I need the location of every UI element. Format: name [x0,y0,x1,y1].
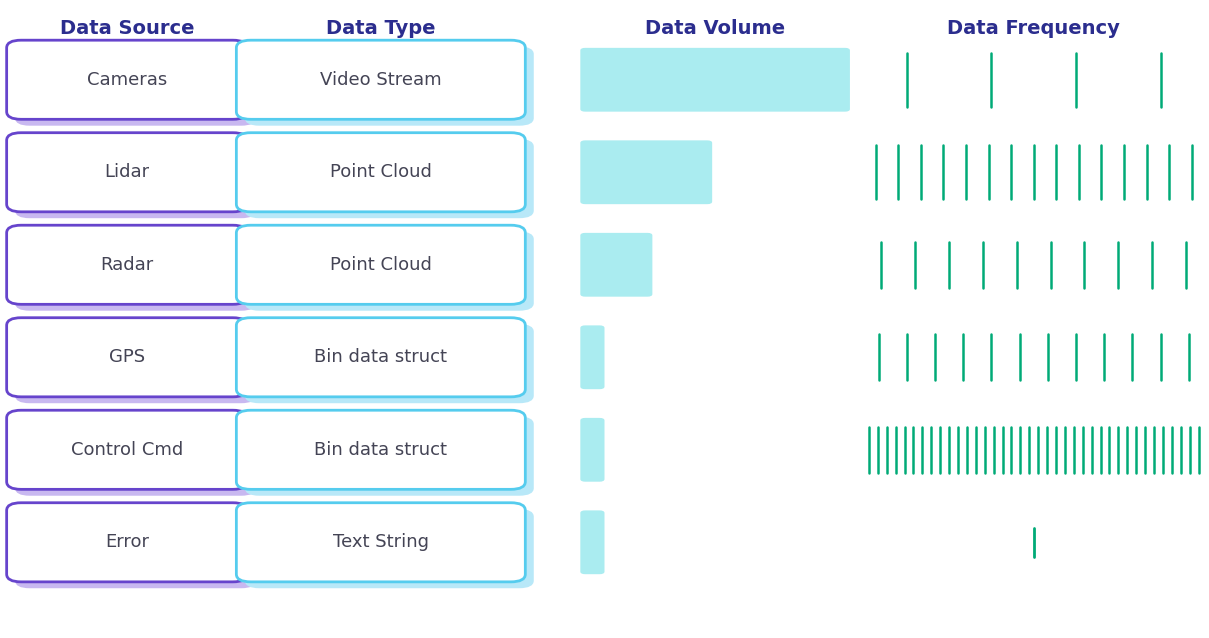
FancyBboxPatch shape [580,418,604,482]
Text: Bin data struct: Bin data struct [314,441,447,459]
FancyBboxPatch shape [7,318,247,397]
FancyBboxPatch shape [580,48,850,112]
Text: Point Cloud: Point Cloud [330,256,432,274]
FancyBboxPatch shape [15,232,256,311]
FancyBboxPatch shape [237,503,526,582]
FancyBboxPatch shape [244,509,534,588]
FancyBboxPatch shape [244,139,534,218]
FancyBboxPatch shape [15,324,256,403]
FancyBboxPatch shape [15,139,256,218]
Text: Lidar: Lidar [104,163,150,181]
Text: Bin data struct: Bin data struct [314,348,447,366]
FancyBboxPatch shape [580,140,712,204]
FancyBboxPatch shape [15,47,256,126]
FancyBboxPatch shape [244,232,534,311]
Text: Data Type: Data Type [326,19,435,38]
Text: Data Source: Data Source [59,19,195,38]
FancyBboxPatch shape [237,133,526,212]
Text: Error: Error [105,533,149,551]
FancyBboxPatch shape [580,233,653,297]
Text: Data Frequency: Data Frequency [948,19,1120,38]
FancyBboxPatch shape [244,47,534,126]
FancyBboxPatch shape [237,225,526,304]
FancyBboxPatch shape [15,417,256,496]
Text: Cameras: Cameras [87,71,167,89]
Text: Control Cmd: Control Cmd [71,441,183,459]
Text: Radar: Radar [100,256,154,274]
Text: Data Volume: Data Volume [646,19,785,38]
FancyBboxPatch shape [237,410,526,489]
FancyBboxPatch shape [7,133,247,212]
FancyBboxPatch shape [15,509,256,588]
FancyBboxPatch shape [237,40,526,119]
FancyBboxPatch shape [7,410,247,489]
FancyBboxPatch shape [580,510,604,574]
Text: Text String: Text String [332,533,429,551]
FancyBboxPatch shape [7,225,247,304]
FancyBboxPatch shape [7,503,247,582]
FancyBboxPatch shape [244,417,534,496]
FancyBboxPatch shape [580,325,604,389]
Text: Point Cloud: Point Cloud [330,163,432,181]
FancyBboxPatch shape [244,324,534,403]
Text: Video Stream: Video Stream [320,71,441,89]
FancyBboxPatch shape [237,318,526,397]
FancyBboxPatch shape [7,40,247,119]
Text: GPS: GPS [109,348,145,366]
